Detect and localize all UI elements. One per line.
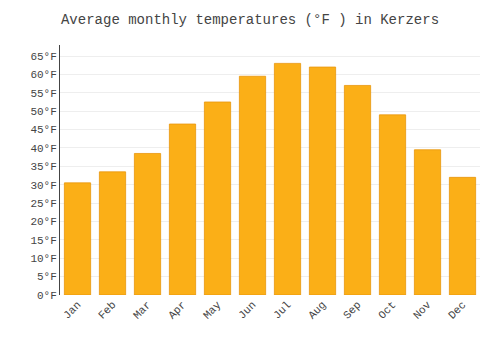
svg-text:Average monthly temperatures (: Average monthly temperatures (°F ) in Ke…	[61, 12, 439, 28]
svg-text:10°F: 10°F	[30, 253, 56, 265]
svg-text:Aug: Aug	[306, 299, 328, 321]
svg-text:Apr: Apr	[166, 299, 188, 321]
svg-text:30°F: 30°F	[30, 180, 56, 192]
svg-text:45°F: 45°F	[30, 124, 56, 136]
svg-text:Jul: Jul	[271, 299, 293, 321]
svg-text:5°F: 5°F	[37, 271, 57, 283]
svg-text:Feb: Feb	[96, 299, 118, 321]
svg-text:Mar: Mar	[131, 299, 153, 321]
svg-text:15°F: 15°F	[30, 235, 56, 247]
svg-text:Nov: Nov	[411, 299, 434, 322]
svg-text:65°F: 65°F	[30, 51, 56, 63]
svg-text:May: May	[201, 299, 224, 322]
svg-text:40°F: 40°F	[30, 143, 56, 155]
svg-text:Sep: Sep	[341, 299, 363, 321]
svg-text:Oct: Oct	[376, 299, 398, 321]
svg-text:Dec: Dec	[446, 299, 468, 321]
svg-text:20°F: 20°F	[30, 216, 56, 228]
svg-text:55°F: 55°F	[30, 88, 56, 100]
svg-text:25°F: 25°F	[30, 198, 56, 210]
svg-text:Jan: Jan	[61, 299, 83, 321]
svg-text:50°F: 50°F	[30, 106, 56, 118]
svg-text:0°F: 0°F	[37, 290, 57, 302]
svg-text:60°F: 60°F	[30, 69, 56, 81]
svg-text:35°F: 35°F	[30, 161, 56, 173]
svg-text:Jun: Jun	[236, 299, 258, 321]
